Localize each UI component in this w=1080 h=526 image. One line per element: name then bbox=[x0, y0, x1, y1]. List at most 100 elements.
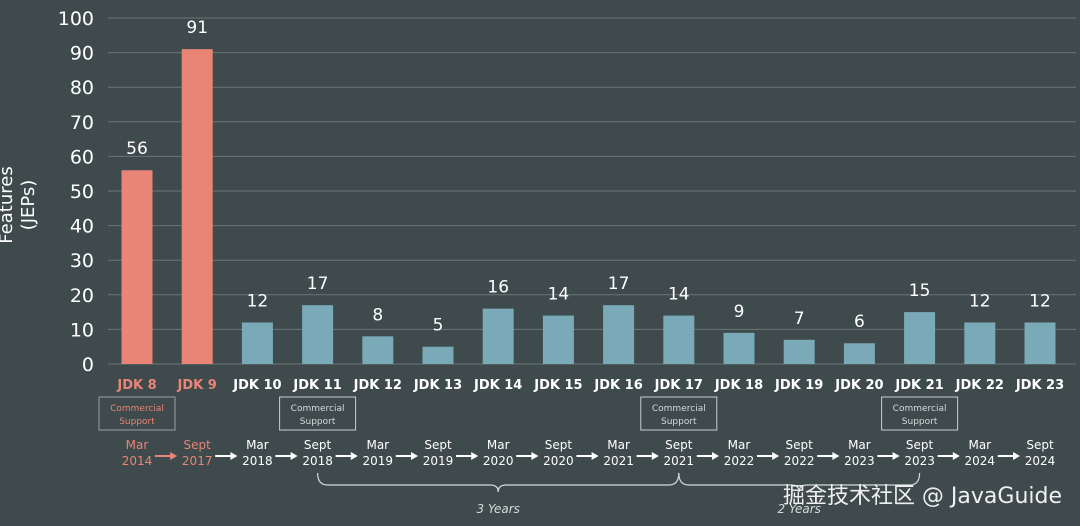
category-label: JDK 9 bbox=[177, 378, 217, 393]
category-label: JDK 15 bbox=[533, 378, 582, 393]
release-year: 2014 bbox=[122, 454, 153, 468]
bar-value-label: 5 bbox=[433, 316, 444, 336]
bar-value-label: 12 bbox=[969, 291, 991, 311]
release-month: Mar bbox=[848, 438, 871, 452]
category-label: JDK 11 bbox=[292, 378, 341, 393]
category-label: JDK 21 bbox=[894, 378, 943, 393]
release-year: 2022 bbox=[724, 454, 755, 468]
y-axis-title-line1: Features bbox=[0, 166, 17, 244]
category-label: JDK 22 bbox=[955, 378, 1004, 393]
timeline-arrow-head bbox=[290, 452, 298, 460]
commercial-support-box bbox=[279, 396, 357, 431]
bar bbox=[482, 308, 514, 364]
commercial-support-boxes: Commercial Support Commercial Support Commer… bbox=[98, 396, 959, 431]
release-month: Mar bbox=[487, 438, 510, 452]
release-year: 2018 bbox=[302, 454, 333, 468]
bar bbox=[362, 336, 394, 364]
release-month: Mar bbox=[968, 438, 991, 452]
release-month: Sept bbox=[665, 438, 693, 452]
release-year: 2021 bbox=[664, 454, 695, 468]
release-month: Mar bbox=[126, 438, 149, 452]
bar bbox=[302, 305, 334, 364]
release-year: 2023 bbox=[844, 454, 875, 468]
timeline-arrow-head bbox=[952, 452, 960, 460]
x-axis-category-labels: JDK 8 JDK 9 JDK 10 JDK 11 JDK 12 JDK 13 JDK 14… bbox=[116, 378, 1064, 393]
release-year: 2023 bbox=[904, 454, 935, 468]
bar-value-label: 14 bbox=[548, 285, 570, 305]
category-label: JDK 14 bbox=[473, 378, 522, 393]
y-tick-label: 20 bbox=[70, 285, 94, 307]
bar bbox=[723, 332, 755, 364]
bar-value-labels: 56 91 12 17 8 5 16 14 17 14 9 7 6 15 12 12 bbox=[126, 18, 1051, 336]
bar bbox=[904, 312, 936, 364]
timeline-arrow-head bbox=[230, 452, 238, 460]
y-tick-label: 100 bbox=[58, 8, 94, 30]
release-timeline: Mar 2014 Sept 2017 Mar 2018 Sept 2018 Mar 2019 Sep… bbox=[122, 438, 1056, 468]
y-tick-label: 80 bbox=[70, 77, 94, 99]
bar-value-label: 12 bbox=[1029, 291, 1051, 311]
release-year: 2020 bbox=[543, 454, 574, 468]
timeline-arrow-head bbox=[591, 452, 599, 460]
category-label: JDK 12 bbox=[353, 378, 402, 393]
bar bbox=[964, 322, 996, 364]
category-label: JDK 23 bbox=[1015, 378, 1064, 393]
category-label: JDK 13 bbox=[413, 378, 462, 393]
y-axis-title: Features (JEPs) bbox=[0, 145, 40, 265]
category-label: JDK 8 bbox=[116, 378, 156, 393]
release-month: Mar bbox=[366, 438, 389, 452]
release-year: 2017 bbox=[182, 454, 213, 468]
release-month: Sept bbox=[184, 438, 212, 452]
three-year-brace bbox=[317, 472, 680, 493]
bar-value-label: 91 bbox=[186, 18, 208, 38]
release-year: 2024 bbox=[1025, 454, 1056, 468]
timeline-arrow-head bbox=[772, 452, 780, 460]
release-year: 2022 bbox=[784, 454, 815, 468]
y-tick-label: 90 bbox=[70, 43, 94, 65]
bar-value-label: 6 bbox=[854, 312, 865, 332]
category-label: JDK 16 bbox=[593, 378, 642, 393]
timeline-arrow-head bbox=[411, 452, 418, 460]
category-label: JDK 18 bbox=[714, 378, 763, 393]
bar-value-label: 9 bbox=[734, 302, 745, 322]
bar bbox=[1024, 322, 1056, 364]
commercial-support-label-line1: Commercial bbox=[893, 404, 947, 414]
bar bbox=[181, 49, 213, 364]
commercial-support-box bbox=[640, 396, 718, 431]
bar bbox=[783, 339, 815, 364]
commercial-support-box bbox=[98, 396, 176, 431]
bar-value-label: 12 bbox=[247, 291, 269, 311]
timeline-arrow-head bbox=[1013, 452, 1020, 460]
bar-value-label: 15 bbox=[909, 281, 931, 301]
y-tick-label: 60 bbox=[70, 146, 94, 168]
commercial-support-box bbox=[881, 396, 959, 431]
watermark: 掘金技术社区 @ JavaGuide bbox=[782, 484, 1062, 509]
category-label: JDK 10 bbox=[232, 378, 281, 393]
release-year: 2019 bbox=[423, 454, 454, 468]
timeline-arrow-head bbox=[712, 452, 719, 460]
bar bbox=[603, 305, 635, 364]
bar bbox=[121, 170, 153, 364]
timeline-arrow-head bbox=[832, 452, 840, 460]
release-year: 2018 bbox=[242, 454, 273, 468]
y-tick-label: 30 bbox=[70, 250, 94, 272]
timeline-arrow-head bbox=[651, 452, 659, 460]
y-tick-label: 10 bbox=[70, 319, 94, 341]
bar-value-label: 17 bbox=[307, 274, 329, 294]
category-label: JDK 20 bbox=[834, 378, 883, 393]
commercial-support-label-line2: Support bbox=[661, 417, 697, 427]
bar bbox=[422, 346, 454, 364]
commercial-support-label-line2: Support bbox=[902, 417, 938, 427]
commercial-support-label-line1: Commercial bbox=[291, 404, 345, 414]
bar bbox=[663, 315, 695, 364]
y-tick-label: 50 bbox=[70, 181, 94, 203]
category-label: JDK 17 bbox=[654, 378, 703, 393]
release-month: Sept bbox=[304, 438, 332, 452]
release-month: Sept bbox=[1026, 438, 1054, 452]
lts-cadence-braces: 3 Years 2 Years bbox=[317, 472, 921, 516]
bar bbox=[542, 315, 574, 364]
y-axis-title-line2: (JEPs) bbox=[18, 179, 39, 231]
category-label: JDK 19 bbox=[774, 378, 823, 393]
y-axis-ticks: 0 10 20 30 40 50 60 70 80 90 100 bbox=[58, 8, 94, 376]
release-month: Sept bbox=[424, 438, 452, 452]
